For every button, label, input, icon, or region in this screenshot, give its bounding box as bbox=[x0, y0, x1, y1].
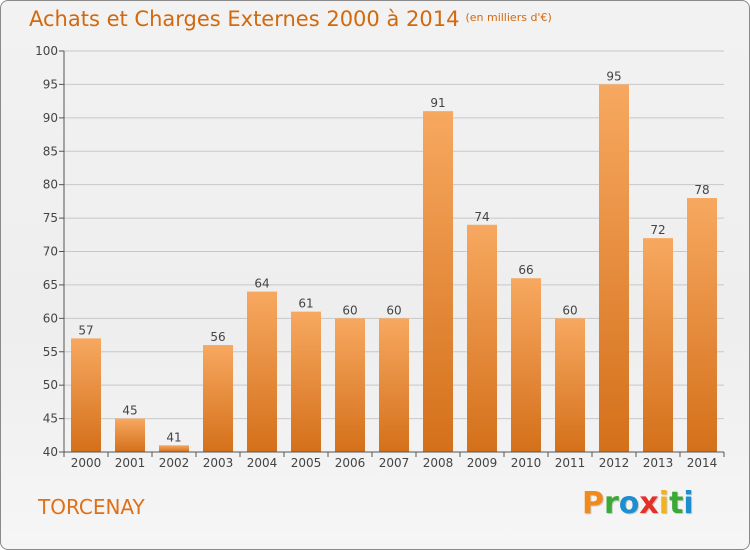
data-label: 74 bbox=[474, 210, 489, 224]
bar bbox=[423, 111, 453, 453]
bar bbox=[379, 318, 409, 452]
bar bbox=[115, 418, 145, 452]
x-tick-label: 2002 bbox=[159, 456, 190, 470]
y-tick-label: 90 bbox=[43, 111, 58, 125]
logo-letter: P bbox=[582, 486, 604, 521]
chart-title-text: Achats et Charges Externes 2000 à 2014 bbox=[29, 7, 460, 31]
bar bbox=[291, 311, 321, 452]
bar bbox=[555, 318, 585, 452]
data-label: 78 bbox=[694, 183, 709, 197]
data-label: 61 bbox=[298, 297, 313, 311]
y-tick-label: 75 bbox=[43, 211, 58, 225]
x-tick-label: 2000 bbox=[71, 456, 102, 470]
logo-letter: o bbox=[618, 486, 640, 521]
bar bbox=[71, 338, 101, 452]
data-label: 66 bbox=[518, 263, 533, 277]
data-label: 57 bbox=[78, 323, 93, 337]
logo-letter: r bbox=[604, 486, 619, 521]
y-tick-label: 70 bbox=[43, 245, 58, 259]
x-tick-label: 2014 bbox=[687, 456, 718, 470]
y-tick-label: 55 bbox=[43, 345, 58, 359]
x-tick-label: 2005 bbox=[291, 456, 322, 470]
x-tick-label: 2009 bbox=[467, 456, 498, 470]
bar-layer: 57 45 41 56 64 61 60 60 91 74 66 60 95 72 78 bbox=[71, 69, 717, 453]
x-tick-label: 2004 bbox=[247, 456, 278, 470]
x-tick-label: 2008 bbox=[423, 456, 454, 470]
data-label: 60 bbox=[386, 303, 401, 317]
bar bbox=[203, 345, 233, 452]
bar bbox=[643, 238, 673, 452]
data-label: 72 bbox=[650, 223, 665, 237]
y-tick-label: 45 bbox=[43, 412, 58, 426]
x-tick-label: 2010 bbox=[511, 456, 542, 470]
logo-letter: i bbox=[658, 486, 670, 521]
x-tick-label: 2003 bbox=[203, 456, 234, 470]
data-label: 91 bbox=[430, 96, 445, 110]
data-label: 60 bbox=[342, 303, 357, 317]
bar bbox=[467, 224, 497, 452]
y-tick-label: 95 bbox=[43, 77, 58, 91]
x-tick-label: 2001 bbox=[115, 456, 146, 470]
y-tick-label: 85 bbox=[43, 144, 58, 158]
bar bbox=[247, 291, 277, 452]
y-tick-label: 60 bbox=[43, 311, 58, 325]
axis-layer: 40 45 50 55 60 65 70 75 80 85 90 95 100 2000 2001 2002 2… bbox=[35, 44, 725, 470]
y-tick-label: 40 bbox=[43, 445, 58, 459]
y-tick-label: 100 bbox=[35, 44, 58, 58]
bar bbox=[511, 278, 541, 452]
x-tick-label: 2011 bbox=[555, 456, 586, 470]
y-tick-label: 80 bbox=[43, 178, 58, 192]
chart-title: Achats et Charges Externes 2000 à 2014 (e… bbox=[29, 7, 552, 31]
x-tick-label: 2007 bbox=[379, 456, 410, 470]
logo-letter: x bbox=[639, 486, 659, 521]
logo-letter: i bbox=[683, 486, 694, 521]
data-label: 56 bbox=[210, 330, 225, 344]
proxiti-logo: Proxiti bbox=[582, 486, 694, 521]
bar bbox=[687, 198, 717, 452]
x-tick-label: 2006 bbox=[335, 456, 366, 470]
data-label: 64 bbox=[254, 277, 269, 291]
y-tick-label: 65 bbox=[43, 278, 58, 292]
data-label: 60 bbox=[562, 303, 577, 317]
x-tick-label: 2013 bbox=[643, 456, 674, 470]
x-tick-label: 2012 bbox=[599, 456, 630, 470]
place-name: TORCENAY bbox=[38, 495, 145, 519]
y-tick-label: 50 bbox=[43, 378, 58, 392]
data-label: 45 bbox=[122, 404, 137, 418]
bar bbox=[159, 445, 189, 452]
bar bbox=[335, 318, 365, 452]
logo-letter: t bbox=[669, 486, 684, 521]
bar bbox=[599, 84, 629, 453]
data-label: 95 bbox=[606, 69, 621, 83]
chart-subtitle: (en milliers d'€) bbox=[465, 11, 552, 24]
data-label: 41 bbox=[166, 430, 181, 444]
